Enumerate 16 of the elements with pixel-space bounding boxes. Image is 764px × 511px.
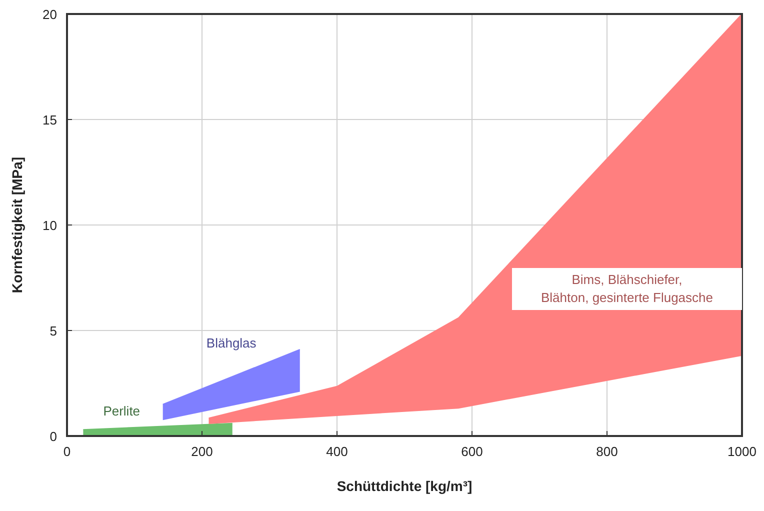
text: Bims, Blähschiefer, Blähton, gesinterte Flugasche bbox=[541, 272, 713, 305]
y-tick-label: 0 bbox=[50, 429, 57, 444]
y-axis-title: Kornfestigkeit [MPa] bbox=[9, 156, 25, 294]
x-tick-label: 1000 bbox=[728, 444, 756, 459]
y-tick-label: 10 bbox=[42, 218, 57, 233]
y-tick-label: 15 bbox=[42, 112, 57, 128]
series-label: Blähglas bbox=[206, 335, 257, 350]
x-tick-label: 0 bbox=[63, 444, 71, 459]
y-tick-label: 5 bbox=[50, 324, 57, 338]
y-tick-label: 20 bbox=[42, 7, 57, 22]
x-axis-title: Schüttdichte [kg/m³] bbox=[336, 478, 472, 494]
x-tick-label: 800 bbox=[596, 444, 618, 459]
x-tick-label: 600 bbox=[461, 444, 483, 459]
series-label: Perlite bbox=[103, 403, 140, 418]
x-tick-label: 200 bbox=[191, 444, 213, 459]
x-tick-label: 400 bbox=[326, 444, 348, 459]
